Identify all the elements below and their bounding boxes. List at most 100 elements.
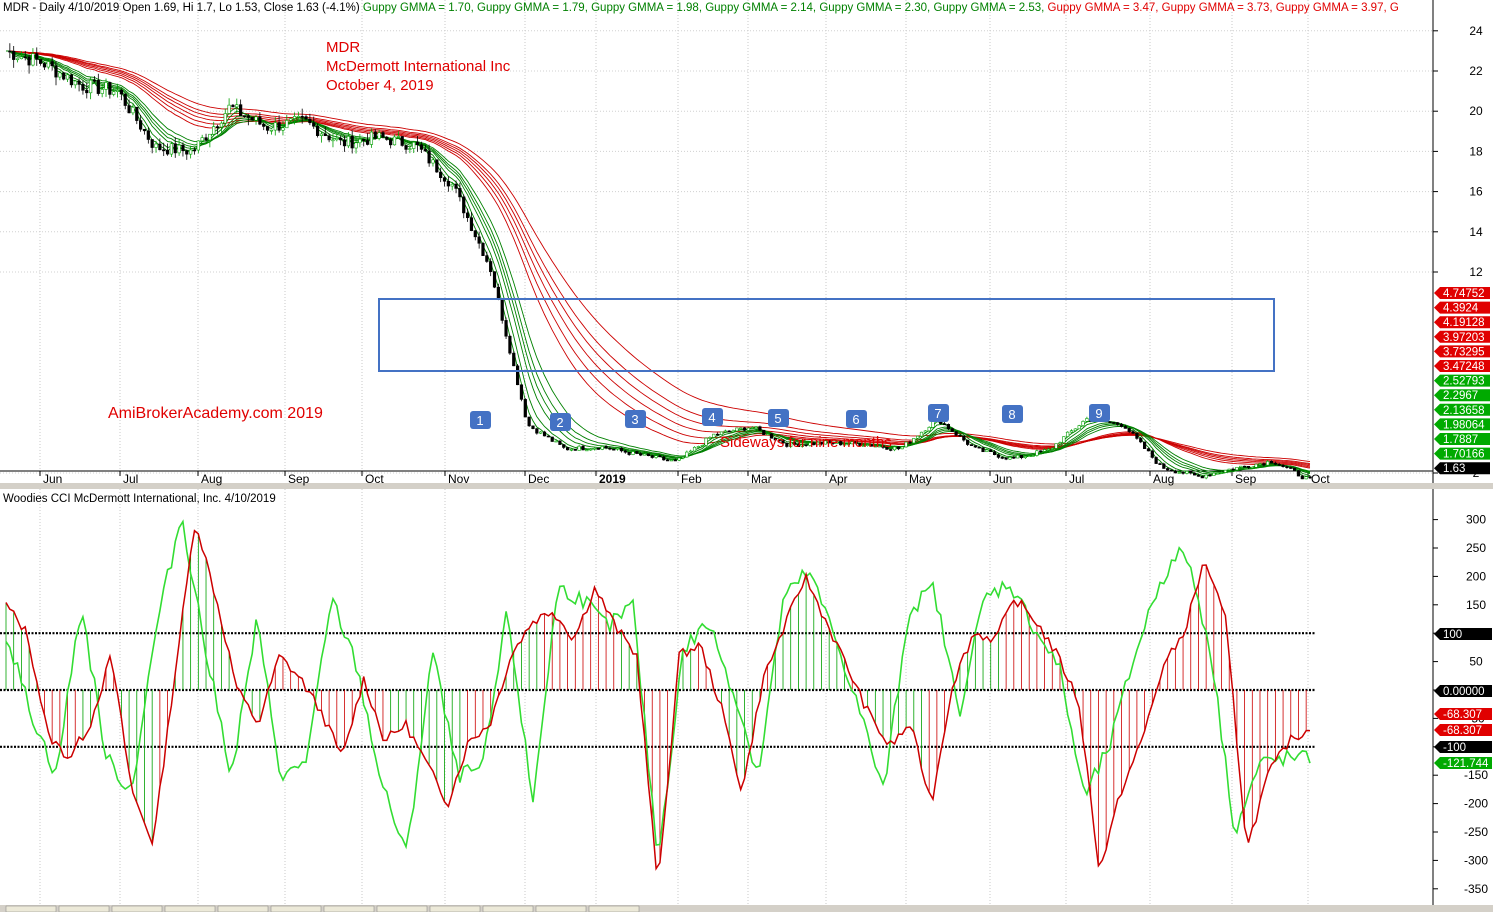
candle-body xyxy=(839,441,843,446)
candle-body xyxy=(1012,456,1016,459)
month-marker-7[interactable]: 7 xyxy=(928,404,949,422)
candle-body xyxy=(254,116,258,121)
candle-body xyxy=(858,443,862,447)
sheet-tab[interactable] xyxy=(111,905,163,912)
candle-body xyxy=(958,434,962,437)
month-marker-2[interactable]: 2 xyxy=(550,413,571,431)
month-marker-3[interactable]: 3 xyxy=(625,410,646,428)
candle-body xyxy=(489,261,493,272)
candle-body xyxy=(1019,454,1024,459)
month-marker-1[interactable]: 1 xyxy=(470,411,491,429)
candle-body xyxy=(262,123,266,127)
sheet-tab[interactable] xyxy=(217,905,269,912)
sheet-tab[interactable] xyxy=(164,905,216,912)
candle-body xyxy=(700,445,704,447)
candle-body xyxy=(977,446,981,449)
price-axis-value-label: 1.7887 xyxy=(1434,433,1490,446)
x-tick-label: Jul xyxy=(1069,472,1084,486)
header-guppy-value: Guppy GMMA = 1.98, xyxy=(591,2,705,14)
candle-body xyxy=(208,133,212,141)
candle-body xyxy=(196,140,200,151)
header-guppy-value: Guppy GMMA = 3.97, xyxy=(1276,2,1390,14)
sheet-tab[interactable] xyxy=(376,905,428,912)
candle-body xyxy=(158,143,162,151)
candle-body xyxy=(723,430,727,433)
x-tick-label: Jul xyxy=(123,472,138,486)
candle-body xyxy=(942,423,947,426)
candle-body xyxy=(119,90,123,95)
candle-body xyxy=(1204,474,1208,479)
sheet-tab[interactable] xyxy=(58,905,110,912)
candle-body xyxy=(692,446,697,452)
month-marker-5[interactable]: 5 xyxy=(768,409,789,427)
candle-body xyxy=(127,105,131,114)
sheet-tab[interactable] xyxy=(588,905,640,912)
candle-body xyxy=(596,447,600,450)
candle-body xyxy=(1031,455,1035,457)
candle-body xyxy=(1262,463,1266,466)
candle-body xyxy=(331,139,335,142)
candle-body xyxy=(1131,431,1135,434)
sheet-tab[interactable] xyxy=(270,905,322,912)
month-marker-8[interactable]: 8 xyxy=(1002,405,1023,423)
candle-body xyxy=(819,441,824,445)
candle-body xyxy=(396,136,400,138)
cci-line xyxy=(5,529,1310,871)
cci-axis-value-text: -68.307 xyxy=(1443,709,1482,721)
candle-body xyxy=(512,352,516,367)
candle-body xyxy=(881,445,885,448)
candle-body xyxy=(1069,430,1074,433)
cci-axis-value-bg xyxy=(1434,708,1492,720)
candle-body xyxy=(381,132,385,138)
cci-tick-label: -200 xyxy=(1464,797,1488,811)
candle-body xyxy=(389,139,393,146)
candle-body xyxy=(589,448,593,451)
candle-body xyxy=(327,135,331,141)
candle-body xyxy=(385,136,389,140)
candle-body xyxy=(135,106,139,121)
price-axis-value-text: 1.98064 xyxy=(1443,419,1485,431)
candle-body xyxy=(358,138,362,144)
candle-body xyxy=(231,104,235,108)
month-marker-9[interactable]: 9 xyxy=(1089,404,1110,422)
candle-body xyxy=(258,116,262,125)
price-axis-value-label: 2.52793 xyxy=(1434,374,1490,388)
candle-body xyxy=(1189,470,1193,474)
sheet-tab[interactable] xyxy=(535,905,587,912)
candle-body xyxy=(342,139,347,147)
candle-body xyxy=(458,188,462,198)
candle-body xyxy=(1169,469,1174,472)
pane-splitter[interactable] xyxy=(0,483,1493,489)
turbo-cci-line xyxy=(5,519,1311,850)
price-tick-label: 12 xyxy=(1469,265,1483,279)
candle-body xyxy=(27,56,31,66)
candle-body xyxy=(719,431,724,435)
month-marker-4[interactable]: 4 xyxy=(702,408,723,426)
cci-axis-value-label: -100 xyxy=(1434,741,1492,754)
sheet-tabs-bar[interactable] xyxy=(0,905,1493,912)
candle-body xyxy=(239,104,243,116)
month-marker-box xyxy=(846,410,867,428)
sheet-tab[interactable] xyxy=(429,905,481,912)
candle-body xyxy=(431,159,435,164)
candle-body xyxy=(300,116,304,118)
x-tick-label: Sep xyxy=(1235,472,1257,486)
candle-body xyxy=(50,61,54,67)
price-header: MDR - Daily 4/10/2019 Open 1.69, Hi 1.7,… xyxy=(3,2,1399,14)
candle-body xyxy=(269,129,274,132)
sheet-tab[interactable] xyxy=(323,905,375,912)
candle-body xyxy=(1185,470,1189,474)
candle-body xyxy=(1054,443,1058,449)
price-axis-value-label: 3.73295 xyxy=(1434,345,1490,358)
candle-body xyxy=(323,133,327,137)
price-axis-value-bg xyxy=(1434,433,1490,445)
sheet-tab[interactable] xyxy=(5,905,57,912)
header-guppy-value: Guppy GMMA = 2.14, xyxy=(705,2,819,14)
candle-body xyxy=(1177,472,1181,474)
month-marker-6[interactable]: 6 xyxy=(846,410,867,428)
candle-body xyxy=(716,433,720,436)
candle-body xyxy=(896,446,901,450)
sheet-tab[interactable] xyxy=(482,905,534,912)
